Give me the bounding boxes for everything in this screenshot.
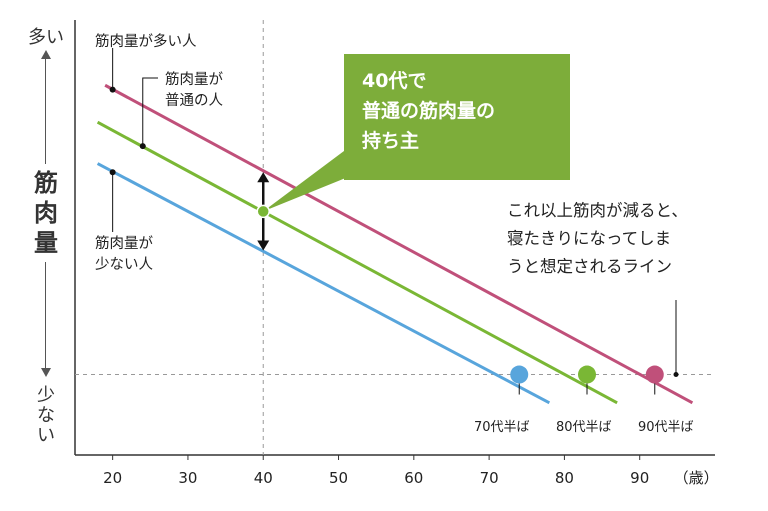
crossing-point-low [510,365,529,384]
callout-high-muscle: 筋肉量が多い人 [95,34,197,50]
bubble-line3: 持ち主 [362,130,420,152]
series-line-high [104,83,694,405]
x-tick-label-30: 30 [178,469,197,487]
crossing-label-low: 70代半ば [474,420,530,435]
x-tick-label-50: 50 [329,469,348,487]
threshold-note: これ以上筋肉が減ると、 寝たきりになってしま うと想定されるライン [507,197,688,281]
callout-normal-muscle-line1: 筋肉量が [165,72,223,88]
x-tick-label-40: 40 [254,469,273,487]
range-arrow-down-icon [257,240,270,251]
up-arrow-icon [41,50,51,59]
callout-normal-muscle-line2: 普通の人 [165,93,223,109]
leader-note-dot [673,372,679,378]
callout-low-muscle-line2: 少ない人 [95,257,153,273]
highlight-point [256,204,270,219]
y-axis-bottom-label: 少ない [37,385,55,446]
callout-low-muscle-line1: 筋肉量が [95,236,153,252]
x-tick-label-20: 20 [103,469,122,487]
x-tick-label-70: 70 [480,469,499,487]
series-line-normal [96,120,618,405]
highlight-bubble: 40代で 普通の筋肉量の 持ち主 [344,54,570,180]
y-axis-up-arrow-shaft [45,54,46,164]
x-tick-label-60: 60 [404,469,423,487]
bubble-line2: 普通の筋肉量の [362,100,496,122]
crossing-point-normal [578,365,596,384]
y-axis-top-label: 多い [28,27,64,48]
y-axis-down-arrow-shaft [45,262,46,370]
crossing-point-high [645,365,664,384]
bubble-line1: 40代で [362,70,427,92]
down-arrow-icon [41,368,51,377]
y-axis-title: 筋肉量 [34,169,58,257]
x-tick-label-80: 80 [555,469,574,487]
crossing-label-normal: 80代半ば [556,420,612,435]
threshold-note-line2: 寝たきりになってしま [507,229,672,248]
range-arrow-up-icon [257,172,270,183]
leader-normal [142,77,158,147]
threshold-note-line3: うと想定されるライン [507,257,672,276]
crossing-label-high: 90代半ば [638,420,694,435]
threshold-note-line1: これ以上筋肉が減ると、 [507,201,688,220]
series-line-low [96,162,551,405]
x-tick-label-90: 90 [630,469,649,487]
x-axis-unit: （歳） [674,469,719,487]
